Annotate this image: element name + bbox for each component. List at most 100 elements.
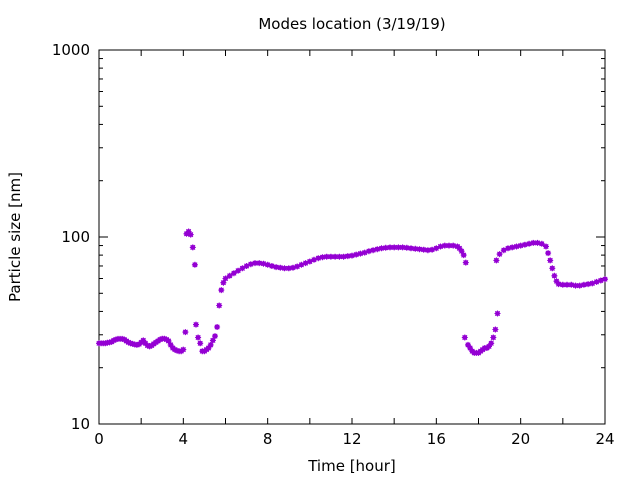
- data-point: [230, 270, 237, 277]
- y-axis-label: Particle size [nm]: [6, 172, 24, 302]
- data-point: [545, 250, 552, 257]
- y-tick-label: 10: [71, 415, 90, 433]
- data-point: [336, 253, 343, 260]
- data-point: [332, 253, 339, 260]
- data-point: [273, 264, 280, 271]
- data-point: [374, 246, 381, 253]
- data-points: [96, 228, 608, 356]
- data-point: [382, 244, 389, 251]
- data-point: [412, 245, 419, 252]
- data-point: [180, 346, 187, 353]
- data-point: [408, 245, 414, 252]
- data-point: [349, 252, 355, 259]
- data-point: [277, 264, 284, 271]
- data-point: [327, 253, 334, 260]
- data-point: [494, 310, 501, 317]
- data-point: [549, 265, 556, 272]
- data-point: [378, 245, 385, 252]
- data-point: [559, 281, 566, 288]
- data-point: [260, 260, 267, 267]
- data-point: [365, 248, 372, 255]
- data-point: [490, 334, 497, 341]
- data-point: [268, 263, 275, 269]
- data-point: [530, 239, 537, 246]
- data-point: [212, 333, 218, 340]
- x-tick-label: 24: [595, 430, 614, 448]
- data-point: [547, 257, 554, 264]
- data-point: [187, 231, 194, 238]
- data-point: [433, 245, 440, 252]
- x-tick-label: 16: [427, 430, 446, 448]
- data-point: [462, 259, 469, 266]
- data-point: [165, 338, 172, 344]
- x-tick-label: 8: [263, 430, 273, 448]
- x-tick-label: 20: [511, 430, 530, 448]
- data-point: [311, 256, 317, 263]
- data-point: [441, 242, 448, 249]
- data-point: [543, 243, 549, 250]
- data-point: [256, 260, 263, 267]
- data-point: [602, 276, 608, 283]
- x-tick-label: 0: [94, 430, 104, 448]
- data-point: [191, 261, 198, 268]
- data-point: [214, 324, 221, 330]
- data-point: [220, 279, 227, 286]
- data-point: [298, 261, 305, 268]
- data-point: [306, 258, 313, 265]
- data-point: [239, 265, 246, 272]
- data-point: [252, 260, 258, 267]
- axis-ticks: [98, 50, 606, 425]
- data-point: [538, 240, 545, 247]
- data-point: [391, 244, 398, 251]
- data-point: [589, 280, 596, 287]
- data-point: [403, 244, 410, 251]
- data-point: [218, 287, 225, 294]
- data-point: [551, 272, 558, 279]
- data-point: [340, 253, 347, 260]
- data-point: [461, 334, 468, 341]
- data-point: [437, 243, 444, 250]
- data-point: [189, 244, 196, 251]
- y-tick-label: 1000: [52, 41, 90, 59]
- data-point: [488, 340, 495, 347]
- data-point: [235, 267, 242, 274]
- data-point: [285, 265, 292, 272]
- data-point: [281, 265, 288, 272]
- data-point: [399, 244, 406, 251]
- x-tick-label: 4: [179, 430, 189, 448]
- data-point: [197, 340, 204, 347]
- data-point: [446, 242, 452, 249]
- data-point: [572, 282, 579, 289]
- data-point: [500, 247, 507, 254]
- y-tick-labels: 10 100 1000: [52, 41, 90, 433]
- data-point: [424, 247, 431, 254]
- data-point: [505, 245, 511, 252]
- data-point: [416, 246, 423, 253]
- data-point: [344, 253, 351, 260]
- data-point: [222, 275, 229, 282]
- x-tick-label: 12: [342, 430, 361, 448]
- data-point: [493, 257, 500, 264]
- data-point: [564, 281, 570, 288]
- data-point: [420, 246, 427, 253]
- data-point: [509, 244, 516, 251]
- data-point: [534, 239, 541, 246]
- data-point: [387, 244, 393, 251]
- data-point: [195, 334, 202, 341]
- data-point: [319, 254, 326, 261]
- data-point: [209, 337, 216, 344]
- data-point: [357, 250, 364, 257]
- data-point: [323, 253, 330, 260]
- data-point: [207, 341, 214, 348]
- data-point: [315, 255, 322, 262]
- data-point: [458, 248, 465, 255]
- x-tick-labels: 0 4 8 12 16 20 24: [94, 430, 614, 448]
- data-point: [496, 251, 503, 258]
- data-point: [243, 263, 250, 269]
- data-point: [290, 264, 296, 271]
- data-point: [182, 329, 189, 336]
- data-point: [193, 321, 199, 328]
- data-point: [226, 272, 233, 279]
- data-point: [216, 302, 223, 309]
